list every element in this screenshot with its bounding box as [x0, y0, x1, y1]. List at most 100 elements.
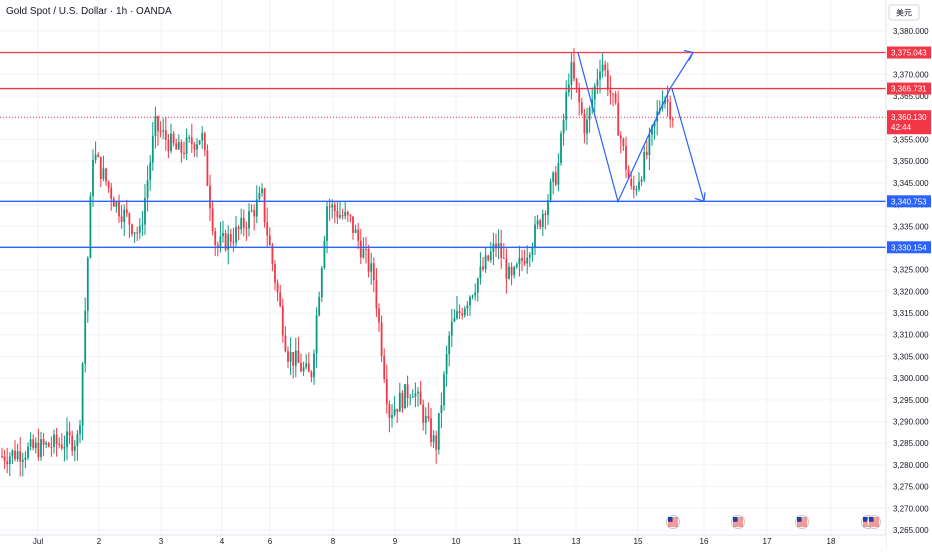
- candle-body: [539, 220, 542, 227]
- candle-body: [136, 232, 139, 234]
- candle-body: [609, 89, 612, 94]
- candle-body: [235, 226, 237, 243]
- candle-body: [281, 305, 284, 336]
- time-tick-label: 3: [159, 537, 164, 546]
- us-flag-icon[interactable]: [867, 515, 881, 529]
- candle-body: [107, 181, 110, 188]
- candle-body: [440, 405, 443, 414]
- us-flag-icon[interactable]: [731, 515, 745, 529]
- candle-body: [1, 456, 3, 458]
- candle-body: [313, 353, 315, 378]
- candle-body: [549, 181, 552, 201]
- arrow-up-line[interactable]: [669, 52, 694, 90]
- candle-body: [570, 62, 573, 85]
- candle-body: [617, 102, 620, 136]
- candle-body: [349, 215, 352, 217]
- candle-body: [310, 371, 313, 378]
- candle-body: [528, 255, 531, 258]
- candle-body: [396, 408, 399, 412]
- event-markers[interactable]: [666, 515, 881, 529]
- time-tick-label: 8: [331, 537, 336, 546]
- candle-body: [240, 217, 243, 230]
- candle-body: [307, 363, 310, 372]
- candle-body: [596, 79, 599, 86]
- candle-body: [16, 451, 19, 460]
- candle-body: [463, 308, 466, 316]
- candle-body: [170, 133, 172, 152]
- candle-body: [81, 363, 84, 426]
- us-flag-icon[interactable]: [666, 515, 680, 529]
- candle-body: [115, 201, 118, 207]
- candle-body: [586, 119, 588, 134]
- candle-body: [84, 310, 87, 364]
- price-axis[interactable]: 3,380.0003,375.0003,370.0003,365.0003,36…: [885, 0, 932, 550]
- candle-body: [323, 240, 326, 269]
- level-tag[interactable]: [887, 46, 931, 59]
- level-tag[interactable]: [887, 195, 931, 208]
- candle-body: [401, 392, 404, 409]
- candle-body: [370, 263, 373, 272]
- candle-body: [76, 434, 79, 446]
- candle-body: [50, 446, 53, 448]
- candle-body: [73, 445, 76, 451]
- candle-body: [404, 384, 406, 409]
- candle-body: [357, 229, 360, 241]
- arrow-down-line[interactable]: [671, 88, 705, 202]
- level-tag-label: 3,375.043: [891, 49, 927, 58]
- candle-body: [271, 245, 274, 264]
- candle-body: [398, 392, 401, 412]
- candle-body: [268, 235, 271, 246]
- candle-body: [315, 315, 318, 354]
- candle-body: [593, 85, 596, 100]
- candle-body: [151, 135, 154, 163]
- time-tick-label: 15: [634, 537, 643, 546]
- candle-body: [266, 222, 269, 236]
- candle-body: [248, 211, 250, 229]
- us-flag-icon[interactable]: [795, 515, 809, 529]
- candle-body: [154, 116, 157, 136]
- candle-body: [188, 137, 191, 139]
- trend-drawings[interactable]: [577, 49, 706, 204]
- candle-body: [211, 208, 214, 232]
- chart-title: Gold Spot / U.S. Dollar · 1h · OANDA: [6, 6, 172, 17]
- candle-body: [11, 450, 14, 457]
- candle-body: [531, 247, 534, 256]
- candle-body: [645, 151, 648, 156]
- horizontal-levels[interactable]: [0, 51, 886, 248]
- candle-body: [63, 447, 66, 449]
- level-tag[interactable]: [887, 82, 931, 95]
- candle-body: [32, 439, 35, 449]
- candle-body: [157, 116, 159, 132]
- candle-body: [222, 233, 224, 237]
- candle-body: [224, 233, 227, 250]
- candle-body: [380, 322, 383, 357]
- candle-body: [253, 210, 256, 217]
- candle-body: [466, 305, 469, 309]
- candle-body: [326, 206, 328, 241]
- time-axis[interactable]: Jul 2 3 4 6 8 9 10 11 13 15 16 17 18: [0, 534, 886, 550]
- zigzag-pattern[interactable]: [577, 52, 671, 204]
- candle-body: [393, 408, 396, 416]
- currency-button[interactable]: 美元: [888, 4, 920, 21]
- candle-body: [190, 137, 193, 145]
- candle-body: [469, 296, 471, 306]
- level-tag[interactable]: [887, 241, 931, 254]
- price-tick-label: 3,335.000: [893, 222, 929, 231]
- level-tag-label: 3,340.753: [891, 197, 927, 206]
- time-tick-label: 11: [513, 537, 522, 546]
- candle-body: [68, 431, 71, 436]
- time-tick-label: 9: [393, 537, 398, 546]
- candle-body: [19, 451, 22, 462]
- candle-body: [409, 397, 412, 399]
- candle-body: [167, 139, 170, 152]
- candle-body: [419, 391, 422, 405]
- candle-body: [523, 260, 526, 264]
- candle-body: [443, 374, 445, 406]
- candle-body: [346, 211, 349, 216]
- candle-body: [14, 450, 16, 460]
- candle-body: [339, 215, 341, 218]
- last-price-tag[interactable]: [887, 110, 931, 135]
- candle-body: [383, 356, 386, 380]
